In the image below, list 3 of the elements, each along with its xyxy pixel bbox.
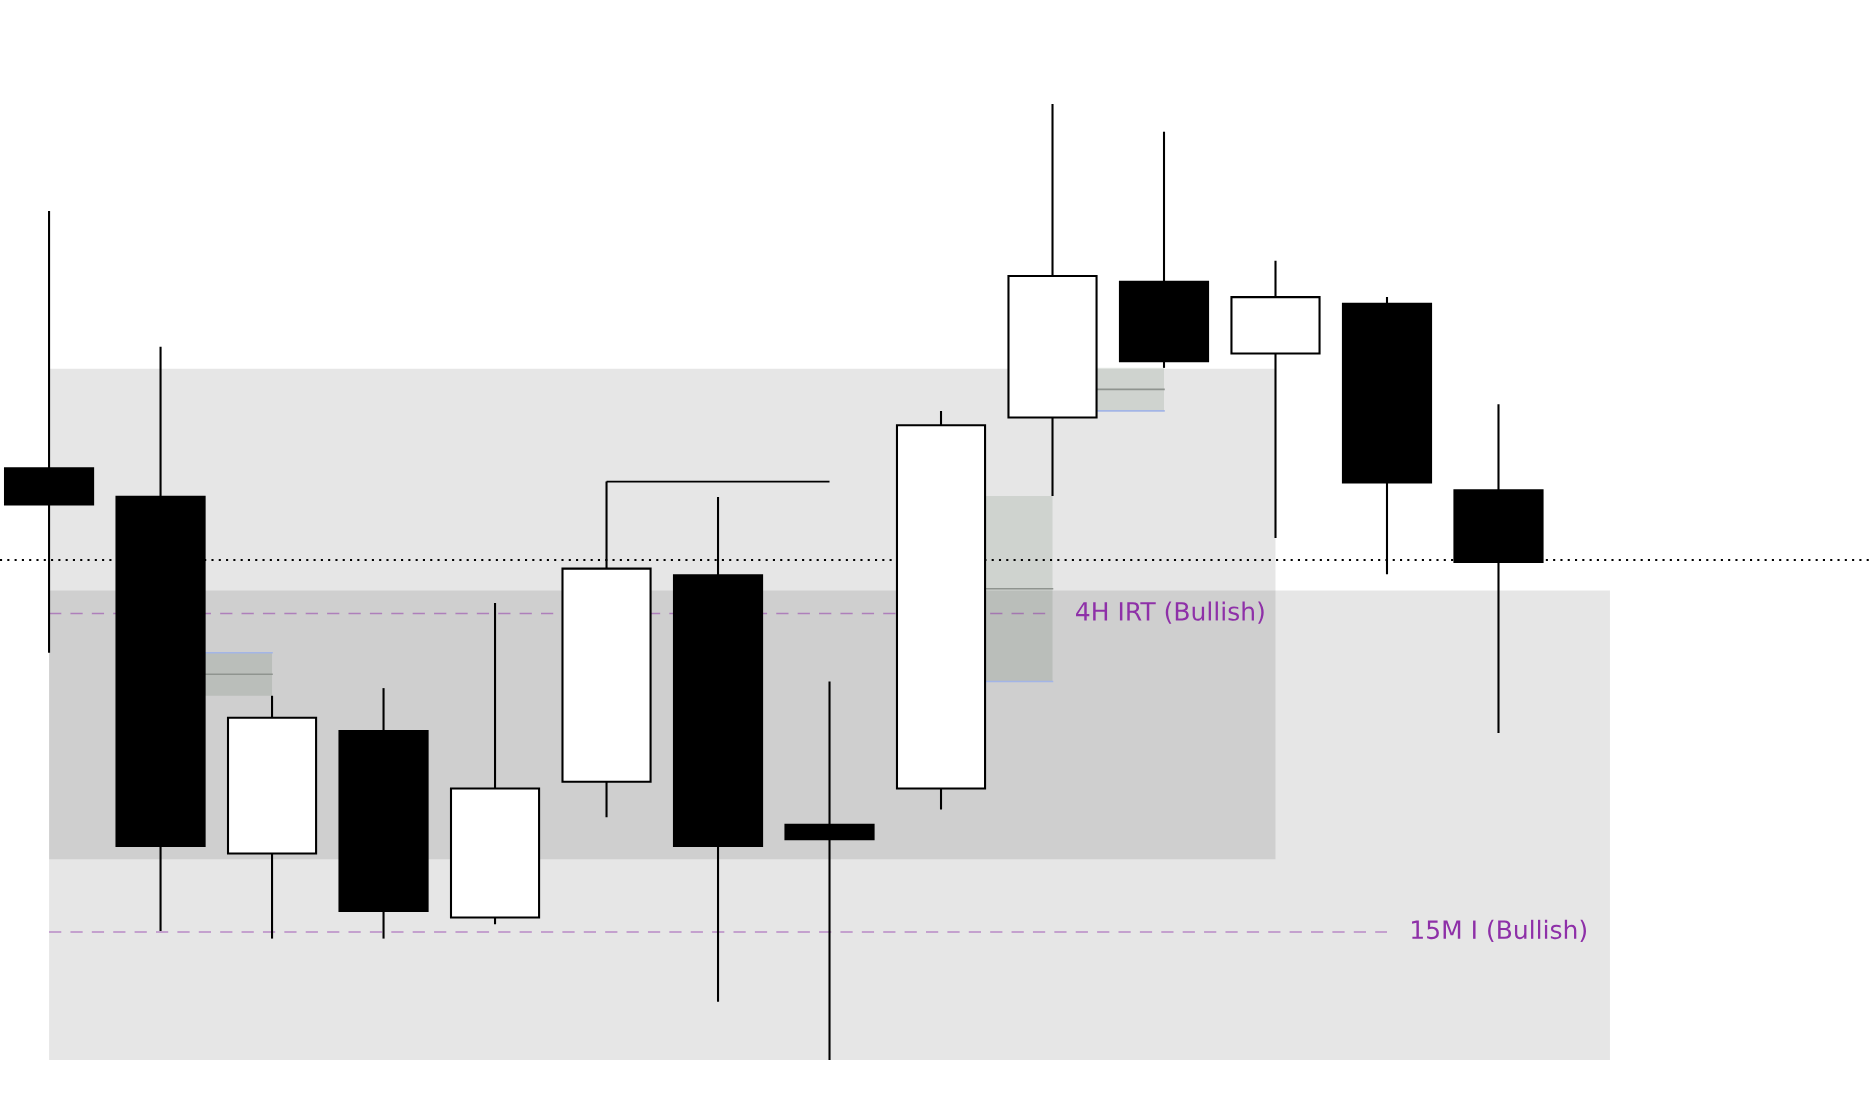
- candlestick: [784, 680, 875, 1060]
- series-label: 4H IRT (Bullish): [1076, 601, 1264, 624]
- series-label: 15M I (Bullish): [1412, 919, 1587, 943]
